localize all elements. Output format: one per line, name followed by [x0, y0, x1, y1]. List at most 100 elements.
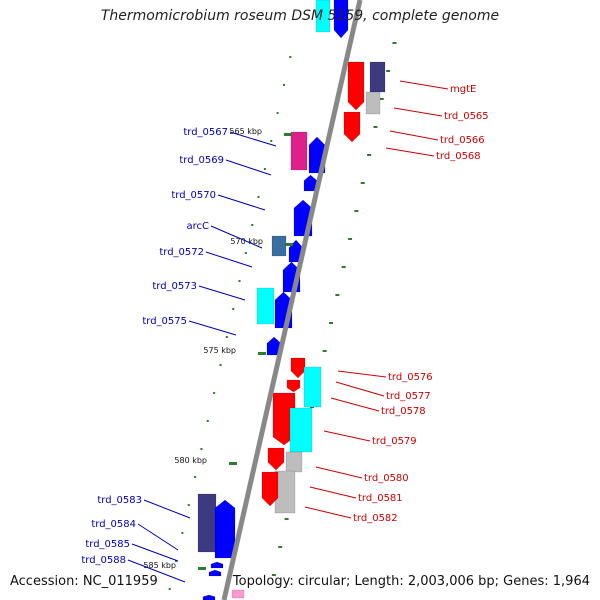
scale-dot-left — [270, 140, 273, 142]
scale-tick-label: 585 kbp — [143, 561, 176, 570]
scale-dot-right — [271, 574, 276, 576]
genome-backbone — [221, 0, 363, 600]
gene-label-trd-0568[interactable]: trd_0568 — [436, 151, 481, 162]
scale-tick-mark — [229, 462, 237, 465]
gene-feature-pink[interactable] — [231, 589, 245, 599]
leader-line — [188, 320, 237, 336]
scale-dot-left — [219, 364, 222, 366]
gene-label-trd-0569[interactable]: trd_0569 — [179, 155, 224, 166]
gene-labels: trd_0567 trd_0569 trd_0570 arcC trd_0572 trd_… — [81, 80, 489, 583]
gene-label-mgte[interactable]: mgtE — [450, 84, 476, 95]
gene-feature-blue[interactable] — [202, 594, 216, 600]
gene-label-trd-0567[interactable]: trd_0567 — [183, 127, 228, 138]
leader-line — [229, 131, 277, 147]
gene-feature-red[interactable] — [343, 111, 361, 143]
scale-dot-left — [232, 308, 235, 310]
scale-tick-label: 565 kbp — [229, 127, 262, 136]
gene-feature-blue[interactable] — [333, 0, 349, 39]
gene-feature-red[interactable] — [286, 379, 301, 393]
leader-line — [137, 523, 179, 551]
leader-line — [315, 466, 363, 479]
gene-label-trd-0581[interactable]: trd_0581 — [358, 493, 403, 504]
gene-label-trd-0579[interactable]: trd_0579 — [372, 436, 417, 447]
gene-feature-cyan[interactable] — [289, 407, 313, 453]
scale-dot-left — [187, 504, 190, 506]
gene-label-arcc[interactable]: arcC — [187, 221, 210, 232]
gene-feature-blue[interactable] — [214, 499, 236, 559]
gene-label-trd-0588[interactable]: trd_0588 — [81, 555, 126, 566]
gene-features — [197, 0, 386, 600]
gene-feature-red[interactable] — [267, 447, 285, 471]
leader-line — [399, 80, 449, 90]
gene-feature-magenta[interactable] — [290, 131, 308, 171]
gene-label-trd-0570[interactable]: trd_0570 — [171, 190, 216, 201]
gene-feature-navy[interactable] — [197, 493, 217, 553]
map-title: Thermomicrobium roseum DSM 5159, complet… — [100, 8, 500, 24]
gene-label-trd-0573[interactable]: trd_0573 — [152, 281, 197, 292]
leader-line — [335, 381, 385, 397]
scale-dot-right — [354, 210, 359, 212]
gene-feature-gray[interactable] — [365, 91, 381, 115]
gene-feature-blue[interactable] — [266, 336, 282, 356]
scale-tick-mark — [285, 243, 293, 246]
gene-feature-blue[interactable] — [210, 561, 224, 569]
gene-label-trd-0580[interactable]: trd_0580 — [364, 473, 409, 484]
leader-line — [309, 486, 357, 499]
scale-dot-left — [257, 196, 260, 198]
leader-line — [304, 506, 352, 519]
gene-feature-red[interactable] — [272, 392, 296, 446]
scale-dot-left — [282, 84, 285, 86]
scale-dot-left — [276, 112, 279, 114]
scale-dot-left — [213, 392, 216, 394]
gene-label-trd-0582[interactable]: trd_0582 — [353, 513, 398, 524]
genome-summary-text: Topology: circular; Length: 2,003,006 bp… — [232, 574, 590, 589]
scale-dot-left — [289, 56, 292, 58]
scale-tick-mark — [258, 352, 266, 355]
leader-line — [127, 559, 186, 583]
gene-label-trd-0575[interactable]: trd_0575 — [142, 316, 187, 327]
gene-label-trd-0584[interactable]: trd_0584 — [91, 519, 136, 530]
scale-tick-mark — [198, 567, 206, 570]
scale-dot-right — [392, 42, 397, 44]
gene-feature-cyan[interactable] — [303, 366, 322, 408]
scale-dot-left — [206, 420, 209, 422]
leader-line — [217, 194, 266, 211]
gene-label-trd-0577[interactable]: trd_0577 — [386, 391, 431, 402]
gene-feature-blue[interactable] — [303, 174, 318, 192]
scale-tick-label: 580 kbp — [174, 456, 207, 465]
gene-label-trd-0566[interactable]: trd_0566 — [440, 135, 485, 146]
gene-label-trd-0585[interactable]: trd_0585 — [85, 539, 130, 550]
gene-feature-red[interactable] — [347, 61, 365, 111]
leader-line — [389, 130, 439, 141]
scale-dot-left — [263, 168, 266, 170]
gene-feature-red[interactable] — [261, 471, 279, 507]
gene-label-trd-0578[interactable]: trd_0578 — [381, 406, 426, 417]
gene-feature-steel[interactable] — [271, 235, 287, 257]
scale-dot-right — [373, 126, 378, 128]
gene-feature-red[interactable] — [290, 357, 306, 379]
scale-dot-left — [194, 476, 197, 478]
scale-dot-right — [360, 182, 365, 184]
scale-dot-right — [329, 322, 334, 324]
scale-dot-right — [335, 294, 340, 296]
scale-dot-right — [278, 546, 283, 548]
scale-tick-label: 575 kbp — [203, 346, 236, 355]
leader-line — [205, 251, 253, 268]
gene-feature-gray[interactable] — [285, 451, 303, 473]
scale-dot-right — [322, 350, 327, 352]
gene-feature-cyan[interactable] — [315, 0, 331, 33]
scale-dot-left — [181, 532, 184, 534]
gene-label-trd-0572[interactable]: trd_0572 — [159, 247, 204, 258]
gene-feature-navy[interactable] — [369, 61, 386, 93]
leader-line — [330, 397, 380, 412]
scale-dot-left — [244, 252, 247, 254]
gene-feature-blue[interactable] — [208, 569, 222, 577]
leader-line — [393, 107, 443, 117]
gene-feature-cyan[interactable] — [256, 287, 275, 325]
scale-dot-right — [348, 238, 353, 240]
gene-label-trd-0565[interactable]: trd_0565 — [444, 111, 489, 122]
scale-dot-left — [175, 560, 178, 562]
gene-label-trd-0583[interactable]: trd_0583 — [97, 495, 142, 506]
gene-label-trd-0576[interactable]: trd_0576 — [388, 372, 433, 383]
